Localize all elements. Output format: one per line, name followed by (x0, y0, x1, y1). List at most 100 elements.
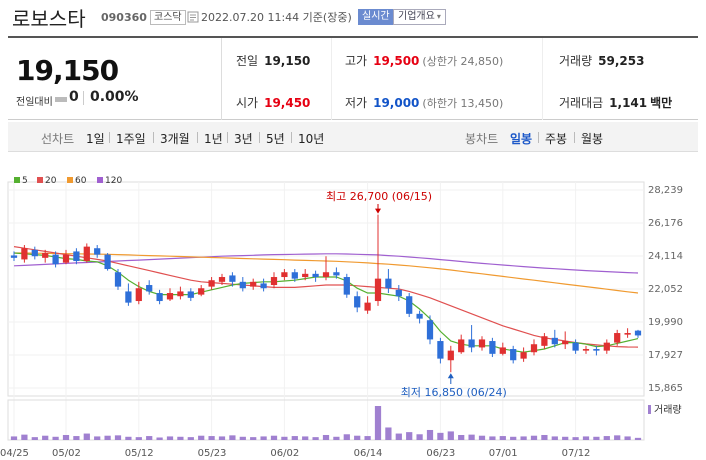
volume-bar (291, 436, 298, 440)
candle-body (62, 254, 70, 263)
change-value: 0 (69, 89, 79, 105)
candle-body (312, 273, 319, 278)
candle-body (83, 246, 90, 262)
candle-chart-label: 봉차트 (465, 132, 499, 146)
volume-bar (312, 437, 319, 440)
period-1w[interactable]: 1주일 (116, 132, 146, 146)
volume-bar (614, 435, 621, 440)
candle-body (530, 344, 538, 353)
volume-bar (395, 433, 402, 440)
volume-bar (416, 434, 423, 440)
candle-body (437, 341, 444, 359)
candle-body (291, 272, 298, 279)
y-tick-label: 22,052 (648, 284, 683, 295)
period-3y[interactable]: 3년 (234, 132, 253, 146)
chevron-down-icon: ▾ (436, 12, 441, 21)
candle-body (385, 278, 392, 289)
volume-bar (447, 431, 454, 440)
candle-body (135, 288, 142, 302)
stat-volume: 거래량 59,253 (559, 52, 644, 69)
x-tick-label: 05/02 (52, 448, 81, 459)
candle-body (541, 336, 548, 346)
realtime-button[interactable]: 실시간 (358, 9, 394, 25)
period-10y[interactable]: 10년 (298, 132, 325, 146)
high-annotation: 최고 26,700 (06/15) (326, 190, 432, 203)
divider (83, 91, 84, 105)
legend-label: 20 (45, 176, 57, 186)
line-chart-label: 선차트 (41, 132, 75, 146)
volume-frame (7, 399, 645, 441)
x-tick-label: 06/23 (426, 448, 455, 459)
candle-body (302, 273, 309, 278)
candle-body (416, 313, 423, 319)
stock-code: 090360 (101, 11, 147, 24)
volume-bar (458, 434, 465, 440)
candle-monthly[interactable]: 월봉 (581, 132, 604, 146)
volume-bar (572, 437, 579, 440)
candle-daily[interactable]: 일봉 (510, 132, 533, 146)
volume-bar (218, 436, 226, 440)
volume-bar (302, 436, 309, 440)
volume-bar (281, 436, 288, 440)
stat-value: 19,500 (373, 54, 420, 68)
y-tick-label: 26,176 (648, 218, 683, 229)
candle-weekly[interactable]: 주봉 (545, 132, 568, 146)
divider (542, 38, 543, 120)
volume-bar (634, 437, 642, 440)
current-price: 19,150 (16, 54, 119, 87)
company-overview-button[interactable]: 기업개요 ▾ (393, 9, 446, 25)
volume-bar (166, 436, 174, 440)
candle-body (478, 339, 486, 348)
candle-body (520, 352, 527, 359)
stat-high: 고가 19,500 (상한가 24,850) (345, 52, 503, 69)
candle-body (406, 296, 413, 314)
stat-value: 19,000 (373, 96, 420, 110)
candle-body (198, 288, 205, 295)
volume-bar (208, 436, 215, 440)
candle-body (489, 341, 496, 354)
candle-body (239, 281, 246, 289)
volume-bar (468, 434, 475, 440)
y-tick-label: 19,990 (648, 317, 683, 328)
volume-bar (510, 436, 517, 440)
period-1y[interactable]: 1년 (204, 132, 223, 146)
divider (291, 132, 292, 143)
volume-bar (10, 436, 18, 440)
volume-bar (374, 406, 382, 440)
candle-body (499, 347, 506, 354)
volume-bar (94, 436, 101, 440)
candle-body (208, 280, 215, 287)
x-tick-label: 04/25 (0, 448, 29, 459)
volume-bar (406, 432, 413, 440)
divider (538, 132, 539, 143)
volume-bar (562, 436, 569, 440)
y-tick-label: 24,114 (648, 251, 683, 262)
volume-bar (582, 436, 590, 440)
volume-bar (125, 436, 132, 440)
period-1d[interactable]: 1일 (86, 132, 105, 146)
volume-bar (364, 436, 371, 440)
volume-bar (73, 436, 80, 440)
period-5y[interactable]: 5년 (266, 132, 285, 146)
stat-value: 59,253 (598, 54, 645, 68)
candle-body (156, 293, 163, 302)
candle-body (218, 277, 226, 282)
legend-swatch (97, 177, 103, 183)
candle-body (114, 272, 122, 287)
period-3m[interactable]: 3개월 (160, 132, 190, 146)
volume-bar (437, 432, 444, 440)
candle-body (343, 277, 350, 295)
y-tick-label: 17,927 (648, 350, 683, 361)
candle-body (73, 251, 80, 262)
y-tick-label: 28,239 (648, 185, 683, 196)
high-arrow-icon (375, 208, 381, 214)
candle-body (125, 291, 132, 303)
stock-name: 로보스타 (12, 7, 86, 31)
x-tick-label: 05/23 (198, 448, 227, 459)
volume-bar (603, 436, 610, 440)
price-chart[interactable]: 28,239 26,176 24,114 22,052 19,990 17,927 15,8… (0, 152, 706, 460)
price-summary: 19,150 전일대비 0 0.00% (8, 38, 222, 120)
volume-bar (260, 436, 267, 440)
divider (197, 132, 198, 143)
stat-open: 시가 19,450 (236, 94, 310, 111)
